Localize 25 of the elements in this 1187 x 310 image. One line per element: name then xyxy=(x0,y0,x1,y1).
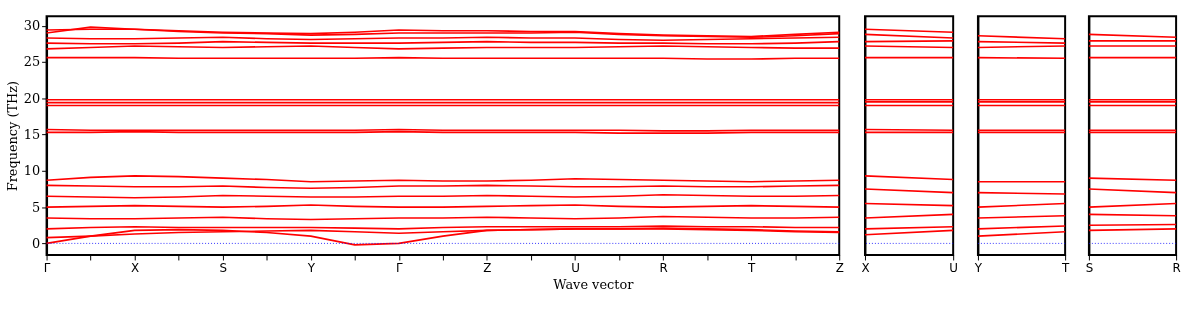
x-tick-label: S xyxy=(219,261,227,276)
x-tick-label: Y xyxy=(306,261,316,276)
x-tick-label: U xyxy=(949,261,959,276)
y-tick-label: 10 xyxy=(23,163,41,179)
x-tick-label: Γ xyxy=(43,261,51,276)
x-tick-label: Z xyxy=(483,261,492,276)
y-tick-label: 5 xyxy=(31,199,41,215)
x-tick-label: Z xyxy=(835,261,844,276)
x-tick-label: X xyxy=(131,261,140,276)
x-tick-label: S xyxy=(1085,261,1094,276)
x-axis-title: Wave vector xyxy=(553,276,635,292)
x-tick-label: T xyxy=(1060,261,1070,276)
x-tick-label: X xyxy=(861,261,870,276)
y-tick-label: 0 xyxy=(31,235,41,251)
y-tick-label: 20 xyxy=(23,90,41,106)
x-tick-label: Γ xyxy=(396,261,404,276)
y-tick-label: 30 xyxy=(23,18,41,34)
x-tick-label: U xyxy=(571,261,580,276)
y-axis-title: Frequency (THz) xyxy=(4,80,20,192)
x-tick-label: Y xyxy=(973,261,983,276)
x-tick-label: R xyxy=(1172,261,1181,276)
y-tick-label: 25 xyxy=(23,54,41,70)
y-tick-label: 15 xyxy=(23,126,41,142)
x-tick-label: R xyxy=(659,261,668,276)
x-tick-label: T xyxy=(747,261,757,276)
